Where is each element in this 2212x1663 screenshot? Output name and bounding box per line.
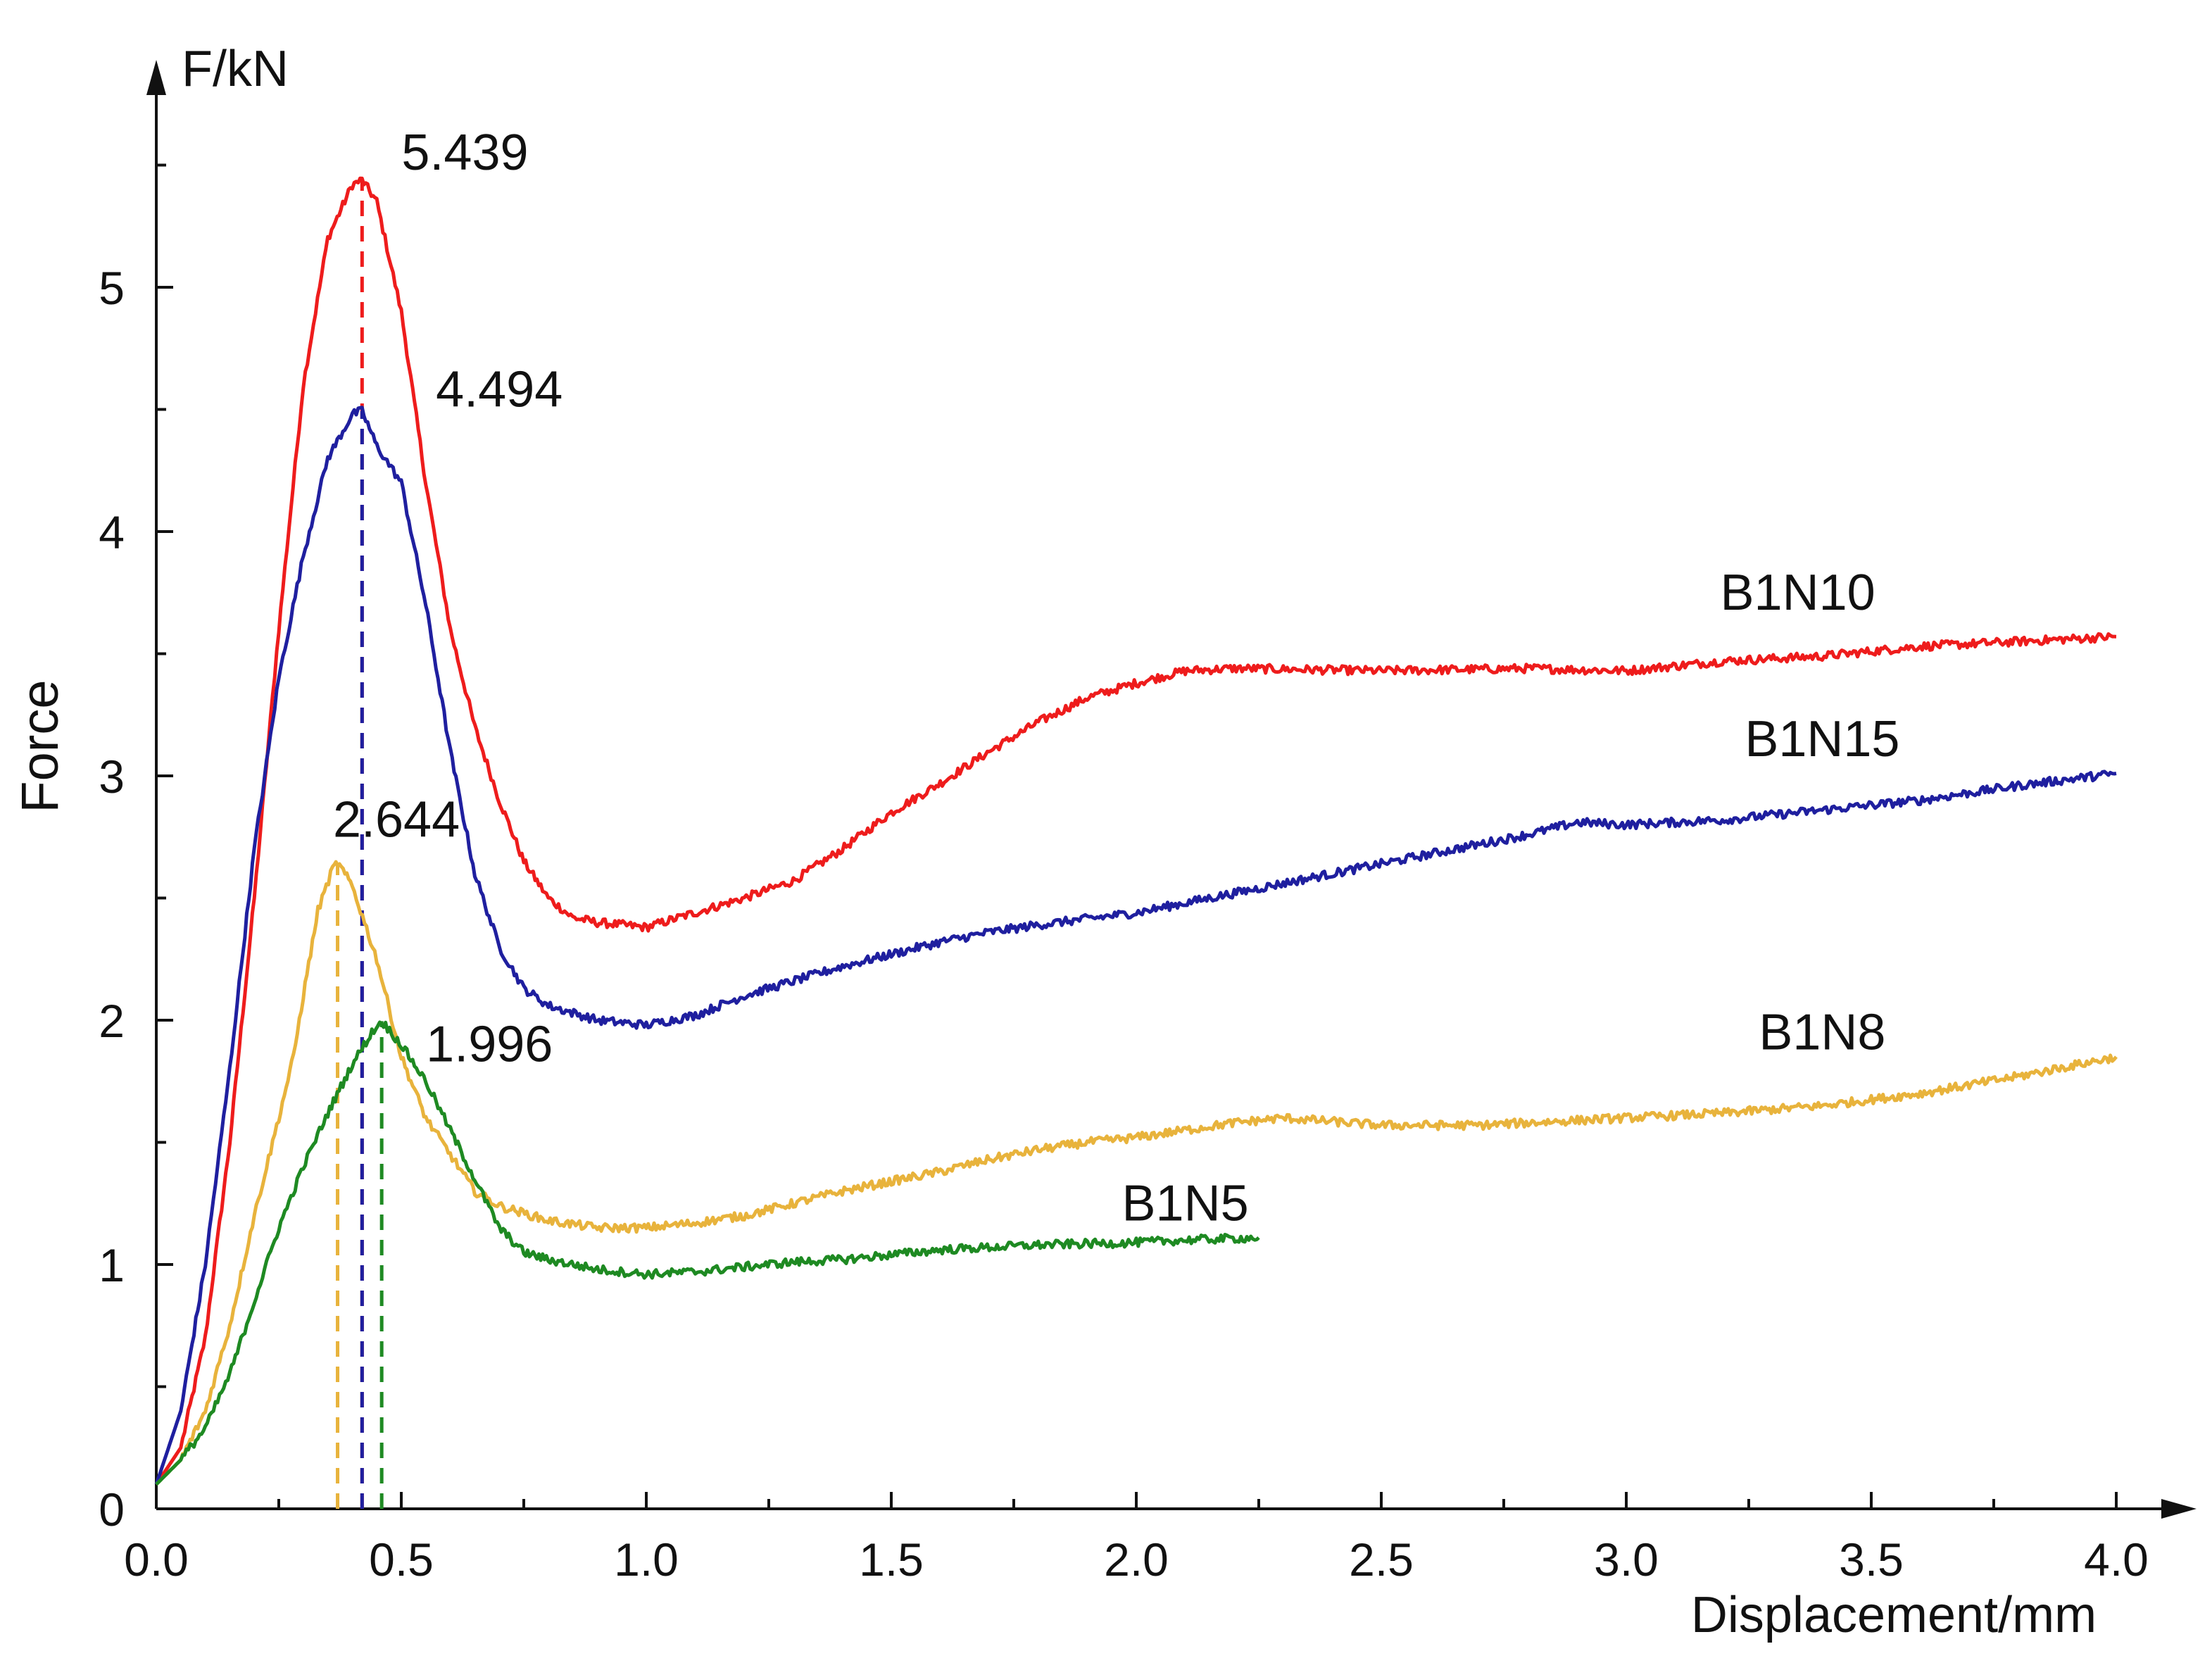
- y-tick-label: 0: [99, 1483, 125, 1536]
- x-tick-label: 1.0: [614, 1533, 679, 1586]
- peak-value-label: 5.439: [401, 125, 528, 181]
- y-tick-label: 4: [99, 506, 125, 558]
- series-name-label: B1N15: [1745, 711, 1899, 767]
- x-axis-arrow: [2161, 1499, 2197, 1519]
- series-name-label: B1N10: [1721, 565, 1875, 621]
- peak-markers: [336, 180, 384, 1509]
- peak-value-label: 1.996: [426, 1017, 553, 1073]
- x-tick-label: 3.0: [1594, 1533, 1659, 1586]
- series-line-b1n8: [155, 860, 2118, 1486]
- series-name-label: B1N5: [1122, 1175, 1249, 1231]
- peak-value-label: 4.494: [436, 362, 563, 418]
- axes: 0.0 0.5 1.0 1.5 2.0 2.5 3.0 3.5 4.0 0 1 2 3 4 5 Displac…: [11, 41, 2197, 1643]
- y-axis-arrow: [146, 60, 166, 95]
- x-tick-label: 1.5: [859, 1533, 924, 1586]
- y-tick-label: 3: [99, 751, 125, 803]
- x-tick-label: 3.5: [1839, 1533, 1904, 1586]
- y-axis-label: Force: [11, 679, 69, 812]
- x-tick-label: 4.0: [2084, 1533, 2149, 1586]
- x-tick-label: 0.0: [124, 1533, 189, 1586]
- series-line-b1n15: [154, 406, 2117, 1486]
- x-tick-label: 2.5: [1349, 1533, 1414, 1586]
- y-unit-label: F/kN: [182, 41, 289, 97]
- series-name-label: B1N8: [1759, 1004, 1885, 1060]
- x-tick-label: 0.5: [369, 1533, 434, 1586]
- x-tick-label: 2.0: [1104, 1533, 1169, 1586]
- annotations: 5.439 4.494 2.644 1.996 B1N10 B1N15 B1N8 B1N5: [333, 125, 1900, 1231]
- series-line-b1n5: [155, 1020, 1260, 1486]
- peak-value-label: 2.644: [333, 791, 460, 848]
- series-lines: [154, 176, 2118, 1486]
- y-tick-label: 2: [99, 995, 125, 1047]
- y-tick-label: 5: [99, 262, 125, 314]
- x-axis-label: Displacement/mm: [1691, 1587, 2097, 1643]
- y-tick-label: 1: [99, 1239, 125, 1291]
- series-line-b1n10: [154, 176, 2117, 1486]
